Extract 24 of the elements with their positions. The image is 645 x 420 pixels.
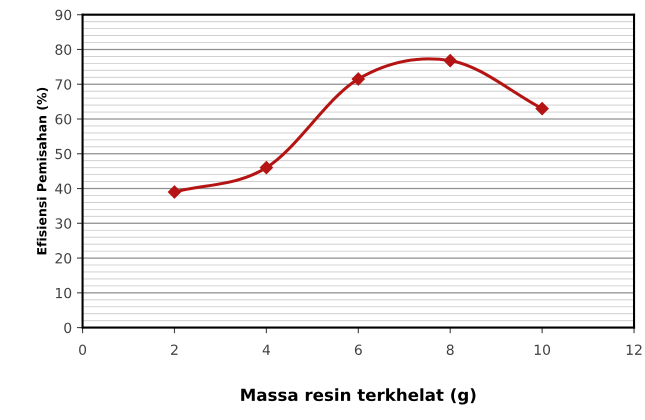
point — [168, 185, 182, 199]
y-tick-label: 50 — [56, 148, 72, 160]
point — [260, 161, 273, 174]
y-tick-label: 30 — [56, 218, 72, 229]
point — [444, 54, 457, 68]
x-tick-label: 0 — [79, 344, 86, 356]
y-tick-label: 70 — [56, 79, 72, 90]
y-tick-label: 60 — [55, 114, 72, 124]
point — [352, 72, 365, 86]
y-tick-label: 80 — [55, 44, 72, 55]
y-tick-label: 40 — [55, 184, 72, 194]
y-tick-label: 0 — [64, 322, 72, 334]
x-tick-label: 6 — [354, 344, 362, 356]
y-tick-label: 90 — [55, 10, 72, 20]
x-tick-label: 12 — [626, 344, 642, 355]
point — [536, 102, 549, 116]
x-tick-label: 4 — [262, 344, 270, 355]
x-axis-title: Massa resin terkhelat (g) — [241, 388, 476, 405]
y-tick-label: 20 — [55, 253, 72, 264]
x-tick-label: 2 — [171, 344, 178, 355]
y-axis-title: Efisiensi Pemisahan (%) — [36, 88, 48, 254]
x-tick-label: 10 — [534, 344, 550, 356]
x-tick-label: 8 — [446, 344, 454, 356]
y-tick-label: 10 — [56, 288, 72, 298]
